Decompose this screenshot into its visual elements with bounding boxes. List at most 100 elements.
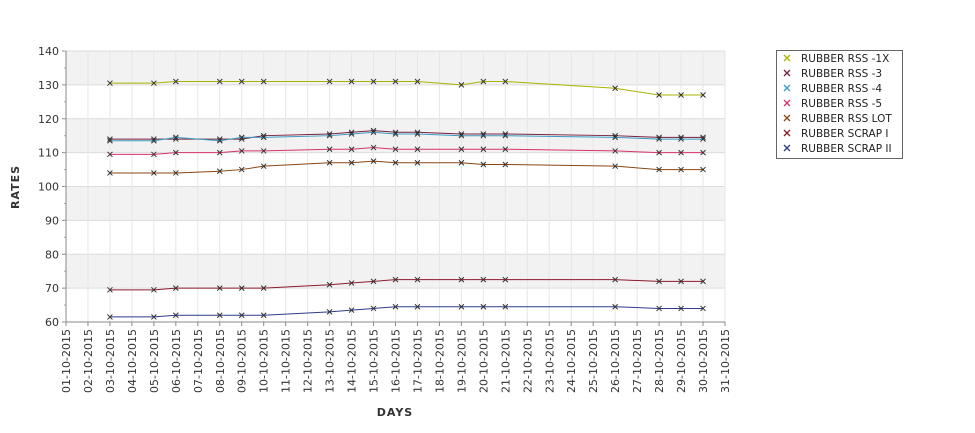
data-point-marker bbox=[151, 80, 157, 87]
y-tick-label: 70 bbox=[45, 282, 59, 295]
x-tick-label: 08-10-2015 bbox=[214, 329, 227, 393]
series-lines bbox=[107, 78, 706, 320]
data-point-marker bbox=[502, 303, 509, 310]
data-point-marker bbox=[480, 303, 487, 310]
y-tick-label: 120 bbox=[38, 113, 59, 126]
data-point-marker bbox=[216, 285, 223, 291]
data-point-marker bbox=[216, 78, 223, 85]
data-point-marker bbox=[348, 78, 355, 85]
x-tick-label: 15-10-2015 bbox=[368, 329, 381, 393]
y-axis-title: RATES bbox=[9, 165, 22, 209]
data-point-marker bbox=[238, 166, 245, 173]
series-rubber-rss-lot bbox=[107, 158, 706, 176]
data-point-marker bbox=[656, 166, 662, 173]
data-point-marker bbox=[414, 303, 421, 310]
data-point-marker bbox=[172, 170, 179, 176]
data-point-marker bbox=[238, 285, 245, 291]
data-point-marker bbox=[414, 146, 421, 153]
data-point-marker bbox=[656, 149, 662, 156]
data-point-marker bbox=[107, 170, 113, 176]
legend-marker bbox=[783, 84, 791, 92]
legend-item: RUBBER RSS -1X bbox=[783, 53, 889, 65]
data-point-marker bbox=[260, 134, 267, 141]
series-line bbox=[109, 131, 704, 142]
data-point-marker bbox=[678, 305, 684, 312]
data-point-marker bbox=[612, 163, 619, 170]
data-point-marker bbox=[502, 78, 509, 85]
y-tick-label: 110 bbox=[38, 147, 59, 160]
legend-marker bbox=[783, 69, 791, 77]
x-tick-label: 24-10-2015 bbox=[565, 329, 578, 393]
legend-label: RUBBER RSS -1X bbox=[801, 53, 889, 65]
data-point-marker bbox=[700, 278, 706, 285]
x-tick-label: 31-10-2015 bbox=[719, 329, 732, 393]
legend-label: RUBBER SCRAP I bbox=[801, 128, 888, 140]
data-point-marker bbox=[172, 312, 179, 319]
data-point-marker bbox=[348, 280, 355, 286]
legend-label: RUBBER RSS -5 bbox=[801, 98, 882, 110]
data-point-marker bbox=[107, 137, 113, 144]
data-point-marker bbox=[326, 78, 333, 85]
data-point-marker bbox=[238, 312, 245, 319]
x-tick-label: 13-10-2015 bbox=[324, 329, 337, 393]
data-point-marker bbox=[612, 148, 619, 154]
data-point-marker bbox=[414, 159, 421, 166]
data-point-marker bbox=[107, 151, 113, 158]
data-point-marker bbox=[414, 78, 421, 85]
data-point-marker bbox=[612, 85, 619, 92]
legend-label: RUBBER RSS -4 bbox=[801, 83, 882, 95]
x-tick-label: 23-10-2015 bbox=[543, 329, 556, 393]
data-point-marker bbox=[700, 149, 706, 156]
legend-marker bbox=[783, 114, 791, 122]
x-tick-label: 01-10-2015 bbox=[60, 329, 73, 393]
legend-item: RUBBER RSS LOT bbox=[783, 113, 892, 125]
data-point-marker bbox=[348, 131, 355, 137]
y-tick-label: 90 bbox=[45, 214, 59, 227]
data-point-marker bbox=[107, 286, 113, 293]
legend-item: RUBBER SCRAP II bbox=[783, 143, 892, 155]
x-tick-label: 07-10-2015 bbox=[192, 329, 205, 393]
series-rubber-rss-4 bbox=[107, 129, 706, 144]
x-tick-labels: 01-10-2015 02-10-2015 03-10-2015 04-10-2015… bbox=[60, 329, 732, 393]
series-line bbox=[109, 160, 704, 174]
x-tick-label: 21-10-2015 bbox=[499, 329, 512, 393]
data-point-marker bbox=[216, 149, 223, 156]
data-point-marker bbox=[216, 137, 223, 144]
series-rubber-rss-5 bbox=[107, 144, 706, 158]
x-axis-title: DAYS bbox=[377, 406, 413, 419]
data-point-marker bbox=[348, 159, 355, 166]
data-point-marker bbox=[502, 276, 509, 283]
data-point-marker bbox=[107, 80, 113, 87]
y-tick-label: 100 bbox=[38, 181, 59, 194]
data-point-marker bbox=[326, 308, 333, 315]
data-point-marker bbox=[656, 278, 662, 285]
x-tick-label: 09-10-2015 bbox=[236, 329, 249, 393]
x-tick-label: 05-10-2015 bbox=[148, 329, 161, 393]
legend-label: RUBBER SCRAP II bbox=[801, 143, 892, 155]
data-point-marker bbox=[458, 82, 465, 88]
x-tick-label: 25-10-2015 bbox=[587, 329, 600, 393]
x-tick-label: 29-10-2015 bbox=[675, 329, 688, 393]
data-point-marker bbox=[326, 132, 333, 139]
data-point-marker bbox=[326, 159, 333, 166]
data-point-marker bbox=[172, 134, 179, 141]
series-line bbox=[109, 130, 704, 140]
series-line bbox=[109, 279, 704, 291]
data-point-marker bbox=[612, 303, 619, 310]
legend-item: RUBBER RSS -4 bbox=[783, 83, 882, 95]
data-point-marker bbox=[656, 92, 662, 98]
x-tick-label: 10-10-2015 bbox=[258, 329, 271, 393]
data-point-marker bbox=[151, 286, 157, 293]
data-point-marker bbox=[370, 158, 377, 164]
data-point-marker bbox=[392, 159, 399, 166]
legend-item: RUBBER RSS -5 bbox=[783, 98, 882, 110]
data-point-marker bbox=[458, 159, 465, 166]
data-point-marker bbox=[151, 137, 157, 144]
data-point-marker bbox=[458, 303, 465, 310]
data-point-marker bbox=[612, 276, 619, 283]
series-rubber-rss-1x bbox=[107, 78, 706, 98]
x-tick-label: 27-10-2015 bbox=[631, 329, 644, 393]
data-point-marker bbox=[107, 314, 113, 320]
y-tick-label: 130 bbox=[38, 79, 59, 92]
